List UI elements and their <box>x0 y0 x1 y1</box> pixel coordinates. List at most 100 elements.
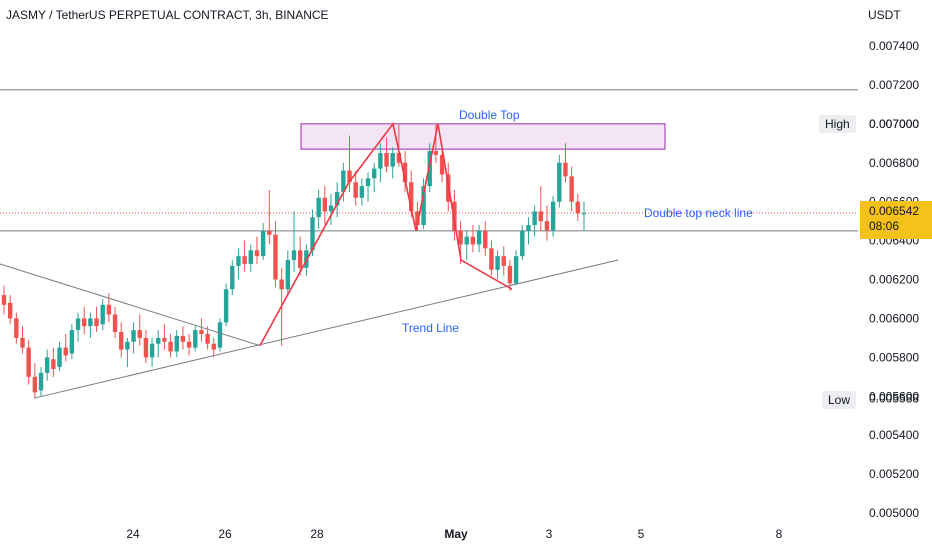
candle <box>230 265 235 290</box>
candle <box>421 186 426 226</box>
candle <box>193 330 198 348</box>
candle <box>20 337 25 348</box>
candle <box>57 347 62 368</box>
candle <box>501 256 506 266</box>
candle <box>402 162 408 183</box>
candle <box>236 256 241 266</box>
high-label: High <box>819 115 856 133</box>
candle <box>149 343 155 358</box>
candle <box>538 211 543 222</box>
candle <box>359 186 365 198</box>
double-top-zone-layer <box>300 123 666 150</box>
price-tick-label: 0.005800 <box>869 350 919 364</box>
candle <box>254 250 260 257</box>
candle <box>334 191 340 206</box>
candle <box>26 347 31 377</box>
candle <box>439 154 445 175</box>
candle <box>75 318 81 331</box>
price-axis-layer: 0.0074000.0072000.0070000.0068000.006600… <box>869 39 919 520</box>
time-tick-label: 28 <box>310 527 324 541</box>
candle <box>51 359 56 370</box>
candle <box>532 211 537 226</box>
candle <box>174 335 179 352</box>
candle <box>476 230 482 245</box>
candle <box>526 225 531 231</box>
bar-countdown: 08:06 <box>869 219 900 233</box>
candle <box>347 170 352 183</box>
candle <box>279 279 284 290</box>
candle <box>143 337 149 358</box>
upper-trend-line <box>0 263 261 347</box>
price-tick-label: 0.005400 <box>869 428 919 442</box>
candle <box>513 256 519 284</box>
symbol-title: JASMY / TetherUS PERPETUAL CONTRACT, 3h,… <box>6 8 329 22</box>
time-tick-label: 3 <box>546 527 553 541</box>
candle <box>483 230 488 249</box>
horizontal-lines-layer <box>0 89 858 232</box>
candle <box>125 341 130 350</box>
time-tick-label: 24 <box>126 527 140 541</box>
time-tick-label: 5 <box>638 527 645 541</box>
candle <box>156 337 161 344</box>
candle <box>520 230 525 257</box>
candle <box>544 221 550 231</box>
low-value: 0.005588 <box>869 392 919 406</box>
candle <box>1 295 7 305</box>
price-tick-label: 0.007200 <box>869 78 919 92</box>
candle <box>310 217 315 251</box>
candle <box>137 330 142 338</box>
candle <box>273 234 278 280</box>
price-tick-label: 0.006800 <box>869 156 919 170</box>
candle <box>248 250 253 264</box>
candle <box>470 236 476 245</box>
double-top-pattern-line <box>259 121 513 347</box>
candle <box>242 256 247 264</box>
candle <box>88 318 93 327</box>
candle <box>427 151 432 187</box>
candle <box>38 372 44 391</box>
candle <box>44 357 50 373</box>
candle <box>291 250 297 261</box>
candle <box>557 162 562 202</box>
time-tick-label: May <box>444 527 468 541</box>
currency-label: USDT <box>868 8 901 22</box>
candle <box>495 256 500 270</box>
candle <box>131 330 136 342</box>
candle <box>353 182 358 198</box>
candle <box>409 182 414 212</box>
candle <box>186 341 192 348</box>
price-tick-label: 0.006200 <box>869 273 919 287</box>
double-top-label[interactable]: Double Top <box>459 108 520 122</box>
candle <box>415 211 420 226</box>
candle <box>217 322 223 348</box>
last-price-value: 0.006542 <box>869 204 920 218</box>
candle <box>14 318 19 338</box>
candle <box>168 341 173 352</box>
neck-line-label[interactable]: Double top neck line <box>644 206 753 220</box>
candle <box>162 337 167 342</box>
candle <box>285 260 291 290</box>
time-axis-layer: 24 26 28 May 3 5 8 <box>126 527 782 541</box>
candle <box>100 304 105 325</box>
candle <box>563 162 568 177</box>
price-tick-label: 0.005200 <box>869 467 919 481</box>
price-tick-label: 0.007400 <box>869 39 919 53</box>
candle <box>7 302 13 319</box>
trend-line-label[interactable]: Trend Line <box>402 321 459 335</box>
double-top-zone <box>300 123 666 150</box>
candles-layer <box>1 123 587 399</box>
candle <box>205 333 210 344</box>
candle <box>378 153 383 169</box>
candle <box>112 314 118 333</box>
price-tick-label: 0.005600 <box>869 389 919 403</box>
high-value: 0.007000 <box>869 117 919 131</box>
candle <box>575 201 581 214</box>
candle <box>69 330 75 354</box>
candle <box>433 151 439 155</box>
price-tick-label: 0.006000 <box>869 311 919 325</box>
candle <box>365 178 371 187</box>
time-tick-label: 26 <box>218 527 232 541</box>
trend-lines-layer <box>0 121 619 399</box>
